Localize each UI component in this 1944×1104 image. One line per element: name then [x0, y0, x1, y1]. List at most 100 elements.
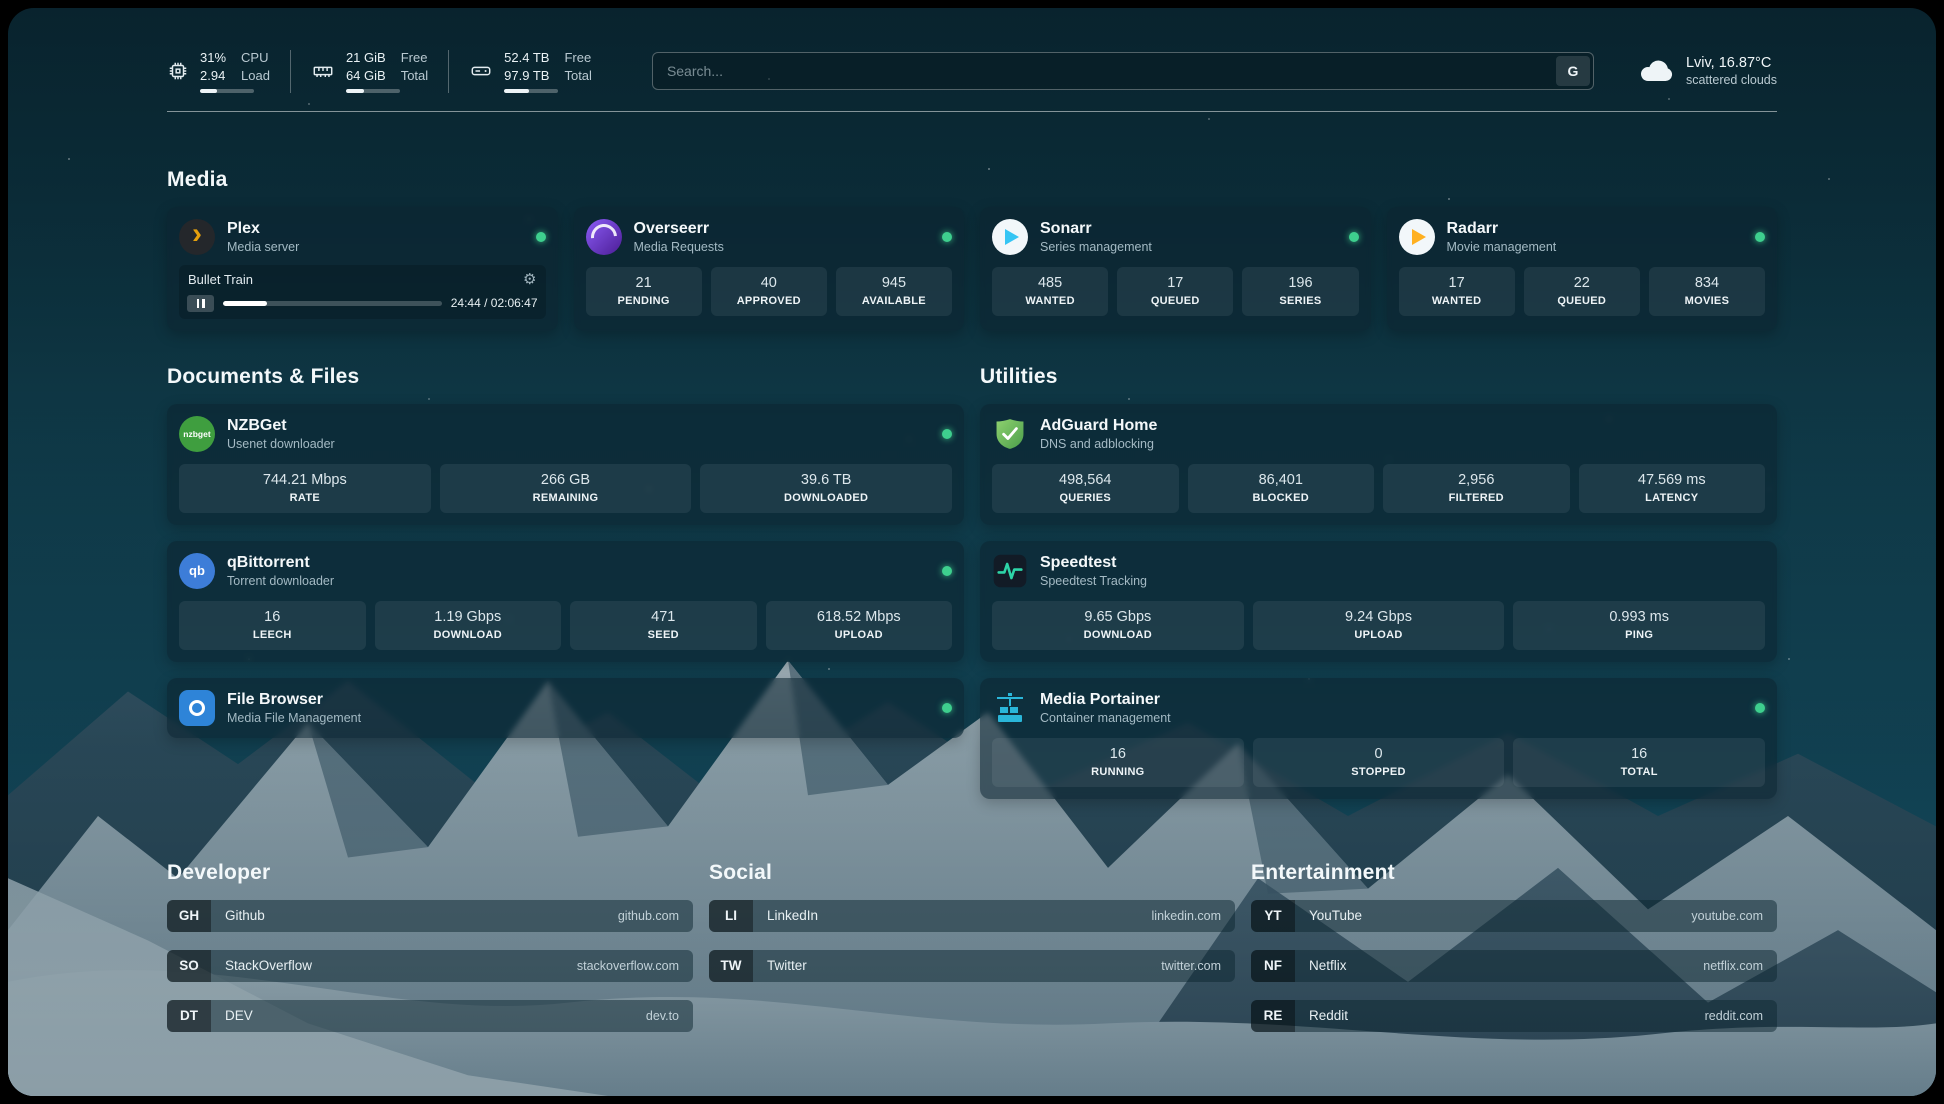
stat-box: 266 GB REMAINING [439, 463, 692, 513]
bookmark-domain: twitter.com [1161, 958, 1221, 973]
stat-label: LATENCY [1645, 491, 1699, 504]
stat-label: APPROVED [736, 294, 801, 307]
service-description: Speedtest Tracking [1040, 573, 1148, 588]
service-card-plex[interactable]: › Plex Media server Bullet Train ⚙ [167, 206, 558, 331]
bookmark-reddit[interactable]: RE Reddit reddit.com [1251, 999, 1777, 1032]
section-title-utilities: Utilities [980, 364, 1058, 388]
bookmark-abbr: TW [709, 949, 753, 982]
memory-label: Free [400, 50, 428, 65]
status-indicator [942, 428, 952, 439]
bookmark-dev[interactable]: DT DEV dev.to [167, 999, 693, 1032]
stat-box: 196 SERIES [1242, 266, 1359, 316]
stat-value: 471 [651, 608, 676, 625]
stat-value: 86,401 [1258, 471, 1303, 488]
service-name: Plex [227, 219, 260, 237]
service-description: Media Requests [633, 239, 724, 254]
stat-value: 17 [1448, 274, 1465, 291]
stat-box: 16 TOTAL [1513, 737, 1766, 787]
top-bar: 31% 2.94 CPU Load [167, 50, 1777, 93]
stat-value: 266 GB [540, 471, 591, 488]
stat-box: 0 STOPPED [1252, 737, 1505, 787]
bookmark-group-developer: Developer GH Github github.com SO StackO… [167, 861, 693, 1032]
stat-value: 618.52 Mbps [816, 608, 901, 625]
bookmark-domain: youtube.com [1691, 908, 1763, 923]
bookmark-group-entertainment: Entertainment YT YouTube youtube.com NF … [1251, 861, 1777, 1032]
memory-total: 64 GiB [345, 67, 386, 83]
stat-box: 16 RUNNING [992, 737, 1244, 787]
bookmark-abbr: GH [167, 899, 211, 932]
service-card-qbittorrent[interactable]: qb qBittorrent Torrent downloader 16 LEE… [167, 540, 964, 662]
bookmark-youtube[interactable]: YT YouTube youtube.com [1251, 899, 1777, 932]
bookmark-domain: netflix.com [1703, 958, 1763, 973]
gear-icon[interactable]: ⚙ [523, 270, 537, 288]
stat-label: LEECH [252, 628, 292, 641]
service-card-speedtest[interactable]: Speedtest Speedtest Tracking 9.65 Gbps D… [980, 540, 1777, 662]
stat-value: 2,956 [1458, 471, 1495, 488]
disk-free: 52.4 TB [504, 50, 550, 65]
memory-free: 21 GiB [345, 50, 386, 65]
service-description: Media server [227, 239, 300, 254]
status-indicator [1755, 231, 1765, 242]
stat-label: PING [1625, 628, 1654, 641]
stat-value: 17 [1167, 274, 1184, 291]
memory-progress [345, 88, 400, 93]
stat-label: QUERIES [1059, 491, 1112, 504]
bookmark-domain: github.com [617, 908, 679, 923]
stat-box: 17 QUEUED [1117, 266, 1234, 316]
stat-value: 945 [881, 274, 907, 291]
bookmark-netflix[interactable]: NF Netflix netflix.com [1251, 949, 1777, 982]
stat-label: AVAILABLE [861, 294, 926, 307]
stat-value: 485 [1037, 274, 1063, 291]
status-indicator [942, 231, 952, 242]
service-card-radarr[interactable]: Radarr Movie management 17 WANTED 22 QUE… [1386, 206, 1777, 331]
service-description: Torrent downloader [227, 573, 335, 588]
stat-value: 40 [760, 274, 777, 291]
service-card-sonarr[interactable]: Sonarr Series management 485 WANTED 17 Q… [980, 206, 1371, 331]
stat-label: SERIES [1279, 294, 1322, 307]
service-name: Media Portainer [1040, 690, 1161, 708]
service-description: DNS and adblocking [1040, 436, 1154, 451]
stat-value: 39.6 TB [800, 471, 852, 488]
bookmark-domain: dev.to [645, 1008, 679, 1023]
stat-label: PENDING [617, 294, 670, 307]
disk-label-2: Total [564, 67, 592, 83]
bookmark-name: LinkedIn [767, 908, 819, 924]
stat-label: TOTAL [1620, 765, 1658, 778]
bookmark-linkedin[interactable]: LI LinkedIn linkedin.com [709, 899, 1235, 932]
bookmark-twitter[interactable]: TW Twitter twitter.com [709, 949, 1235, 982]
stat-box: 618.52 Mbps UPLOAD [765, 600, 952, 650]
bookmark-stackoverflow[interactable]: SO StackOverflow stackoverflow.com [167, 949, 693, 982]
service-card-nzbget[interactable]: nzbget NZBGet Usenet downloader 744.21 M… [167, 403, 964, 525]
stat-label: RUNNING [1091, 765, 1145, 778]
stat-value: 16 [1631, 745, 1648, 762]
pause-icon [196, 298, 199, 308]
stat-box: 86,401 BLOCKED [1187, 463, 1374, 513]
stat-value: 0.993 ms [1609, 608, 1669, 625]
bookmark-github[interactable]: GH Github github.com [167, 899, 693, 932]
stat-value: 47.569 ms [1637, 471, 1706, 488]
service-card-overseerr[interactable]: Overseerr Media Requests 21 PENDING 40 A… [573, 206, 964, 331]
pause-button[interactable] [187, 294, 214, 312]
service-card-filebrowser[interactable]: File Browser Media File Management [167, 677, 964, 738]
bookmark-abbr: DT [167, 999, 211, 1032]
stat-label: DOWNLOAD [1083, 628, 1153, 641]
stat-value: 9.65 Gbps [1084, 608, 1152, 625]
stat-label: UPLOAD [834, 628, 883, 641]
disk-total: 97.9 TB [504, 67, 550, 83]
service-card-adguard[interactable]: AdGuard Home DNS and adblocking 498,564 … [980, 403, 1777, 525]
disk-label: Free [564, 50, 592, 65]
search-engine-button[interactable]: G [1555, 56, 1590, 87]
stat-value: 498,564 [1059, 471, 1112, 488]
disk-progress [504, 88, 559, 93]
stat-box: 9.65 Gbps DOWNLOAD [992, 600, 1244, 650]
service-card-portainer[interactable]: Media Portainer Container management 16 … [980, 677, 1777, 799]
plex-now-playing: Bullet Train ⚙ 24:44 / 02:06:47 [179, 264, 546, 319]
search-input[interactable] [651, 52, 1594, 91]
cpu-load: 2.94 [200, 67, 226, 83]
stat-value: 0 [1374, 745, 1383, 762]
cloud-icon [1638, 56, 1674, 87]
bookmark-name: Netflix [1309, 958, 1347, 974]
status-indicator [535, 231, 546, 242]
bookmark-name: Reddit [1309, 1008, 1349, 1024]
playback-progress-bar[interactable] [223, 300, 442, 306]
